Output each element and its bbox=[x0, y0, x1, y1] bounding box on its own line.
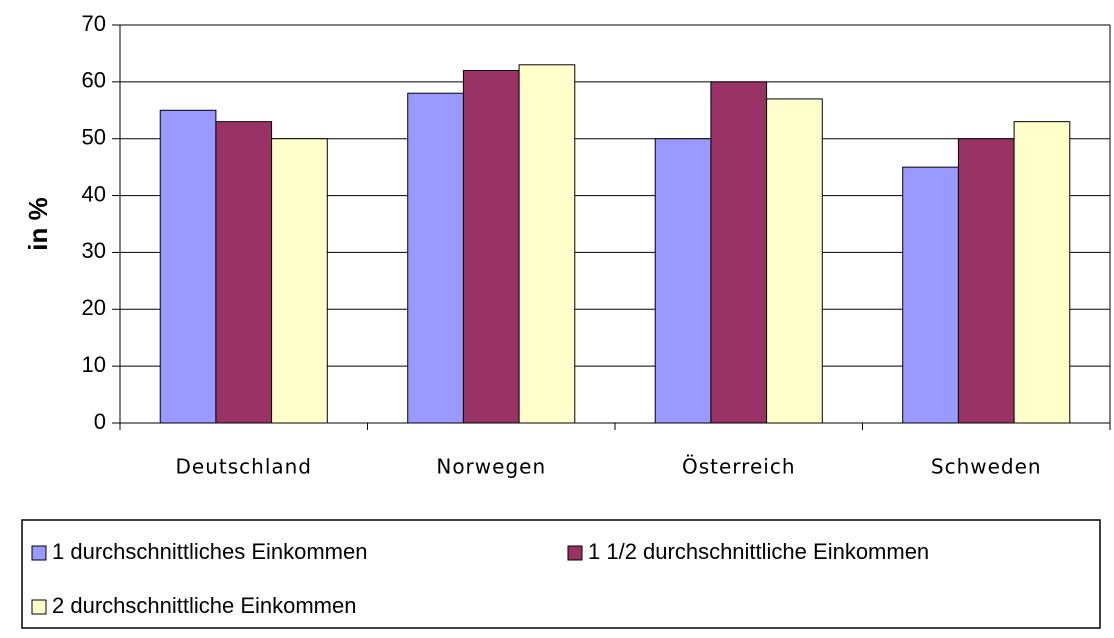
bar bbox=[1013, 121, 1071, 424]
bar bbox=[654, 138, 712, 424]
bar bbox=[902, 166, 959, 424]
legend-label: 1 durchschnittliches Einkommen bbox=[52, 539, 367, 564]
y-tick-label: 10 bbox=[82, 352, 106, 377]
bar bbox=[159, 109, 217, 424]
y-tick-label: 20 bbox=[82, 295, 106, 320]
bar bbox=[766, 98, 823, 424]
y-axis-label: in % bbox=[23, 197, 53, 250]
y-tick-label: 0 bbox=[94, 409, 106, 434]
bar bbox=[710, 81, 768, 424]
legend-label: 2 durchschnittliche Einkommen bbox=[52, 593, 356, 618]
x-tick-label: Schweden bbox=[931, 455, 1042, 479]
legend-label: 1 1/2 durchschnittliche Einkommen bbox=[588, 539, 929, 564]
bar bbox=[271, 138, 328, 424]
bar bbox=[518, 64, 576, 424]
bar bbox=[462, 69, 520, 424]
legend-swatch bbox=[31, 545, 47, 561]
bar bbox=[957, 138, 1015, 424]
bar bbox=[215, 121, 273, 424]
x-tick-label: Deutschland bbox=[176, 455, 313, 479]
legend-swatch bbox=[31, 599, 47, 615]
y-tick-label: 50 bbox=[82, 125, 106, 150]
y-tick-label: 60 bbox=[82, 68, 106, 93]
y-tick-label: 30 bbox=[82, 238, 106, 263]
y-tick-label: 70 bbox=[82, 11, 106, 36]
legend-box bbox=[21, 519, 1101, 629]
y-tick-label: 40 bbox=[82, 181, 106, 206]
bar bbox=[407, 92, 464, 424]
legend-swatch bbox=[567, 545, 583, 561]
x-tick-label: Österreich bbox=[682, 455, 796, 479]
x-tick-label: Norwegen bbox=[436, 455, 546, 479]
